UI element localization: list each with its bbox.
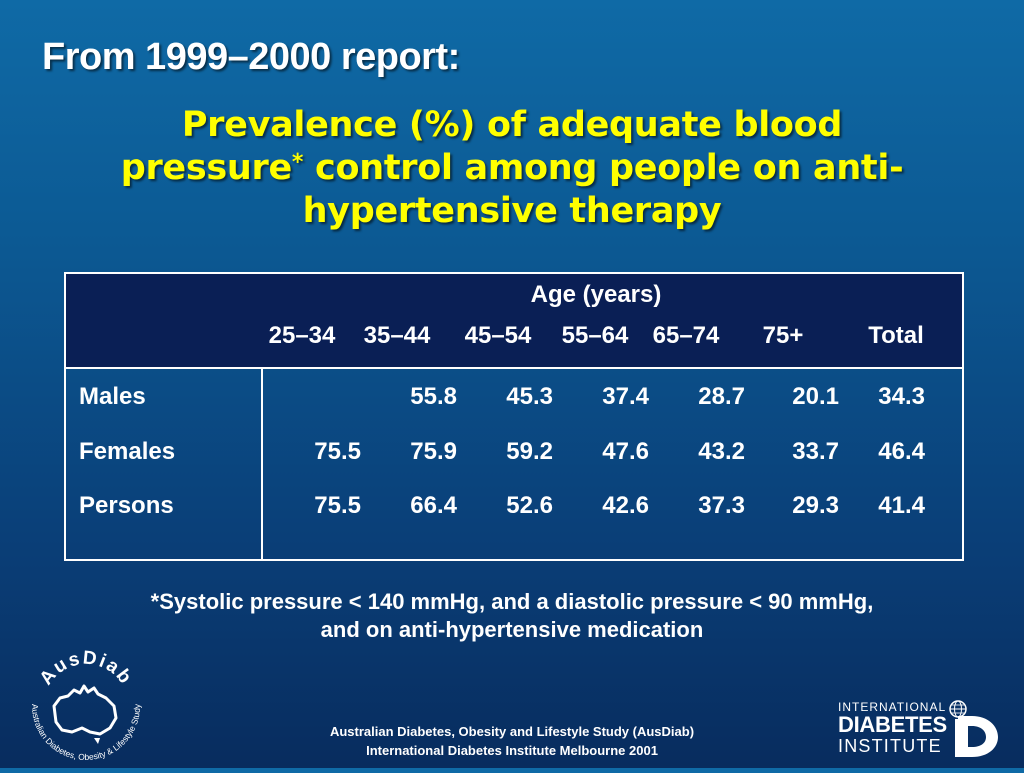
table-cell: 45.3 [506, 383, 553, 410]
footnote: *Systolic pressure < 140 mmHg, and a dia… [60, 588, 964, 644]
ausdiab-ring-text: Australian Diabetes, Obesity & Lifestyle… [30, 703, 142, 762]
idi-logo: INTERNATIONAL DIABETES INSTITUTE [838, 700, 1000, 758]
table-cell: 46.4 [878, 438, 925, 465]
prevalence-table: Age (years) 25–34 35–44 45–54 55–64 65–7… [64, 272, 964, 561]
table-cell: 28.7 [698, 383, 745, 410]
table-column-divider [261, 369, 263, 559]
footer-line-2: International Diabetes Institute Melbour… [366, 743, 658, 758]
idi-line-3: INSTITUTE [838, 736, 942, 756]
table-cell: 52.6 [506, 492, 553, 519]
row-label-persons: Persons [79, 492, 174, 519]
table-cell: 59.2 [506, 438, 553, 465]
table-cell: 37.3 [698, 492, 745, 519]
table-cell: 42.6 [602, 492, 649, 519]
col-header-25-34: 25–34 [268, 322, 336, 349]
table-cell: 75.9 [410, 438, 457, 465]
table-cell: 66.4 [410, 492, 457, 519]
col-header-total: Total [868, 322, 924, 349]
table-cell: 29.3 [792, 492, 839, 519]
table-cell: 43.2 [698, 438, 745, 465]
footnote-line-1: *Systolic pressure < 140 mmHg, and a dia… [150, 589, 874, 614]
col-header-45-54: 45–54 [464, 322, 532, 349]
table-cell: 75.5 [314, 438, 361, 465]
table-cell: 55.8 [410, 383, 457, 410]
slide-title: Prevalence (%) of adequate blood pressur… [112, 104, 912, 233]
table-cell: 37.4 [602, 383, 649, 410]
ausdiab-name: AusDiab [36, 648, 135, 690]
age-group-header: Age (years) [530, 281, 662, 308]
table-cell: 34.3 [878, 383, 925, 410]
globe-icon [949, 700, 998, 757]
col-header-35-44: 35–44 [363, 322, 431, 349]
table-cell: 20.1 [792, 383, 839, 410]
slide-footer: Australian Diabetes, Obesity and Lifesty… [262, 722, 762, 760]
row-label-males: Males [79, 383, 146, 410]
col-header-65-74: 65–74 [652, 322, 720, 349]
australia-map-icon: AusDiab Australian Diabetes, Obesity & L… [30, 648, 142, 763]
slide-heading: From 1999–2000 report: [42, 36, 460, 78]
title-text-part2: control among people on anti-hypertensiv… [302, 148, 904, 231]
table-cell: 47.6 [602, 438, 649, 465]
table-cell: 41.4 [878, 492, 925, 519]
footer-line-1: Australian Diabetes, Obesity and Lifesty… [329, 724, 695, 739]
svg-text:AusDiab: AusDiab [36, 648, 137, 690]
row-label-females: Females [79, 438, 176, 465]
ausdiab-logo: AusDiab Australian Diabetes, Obesity & L… [24, 644, 148, 768]
idi-line-1: INTERNATIONAL [838, 700, 947, 714]
col-header-55-64: 55–64 [561, 322, 629, 349]
table-cell: 33.7 [792, 438, 839, 465]
idi-wordmark: INTERNATIONAL DIABETES INSTITUTE [838, 700, 950, 756]
title-asterisk: * [291, 150, 304, 175]
svg-text:Australian Diabetes, Obesity &: Australian Diabetes, Obesity & Lifestyle… [30, 703, 142, 762]
title-text-part1: Prevalence (%) of adequate blood pressur… [120, 105, 843, 188]
table-cell: 75.5 [314, 492, 361, 519]
col-header-75-plus: 75+ [762, 322, 804, 349]
footnote-line-2: and on anti-hypertensive medication [320, 617, 704, 642]
table-header: Age (years) 25–34 35–44 45–54 55–64 65–7… [66, 274, 962, 369]
idi-line-2: DIABETES [838, 712, 947, 737]
